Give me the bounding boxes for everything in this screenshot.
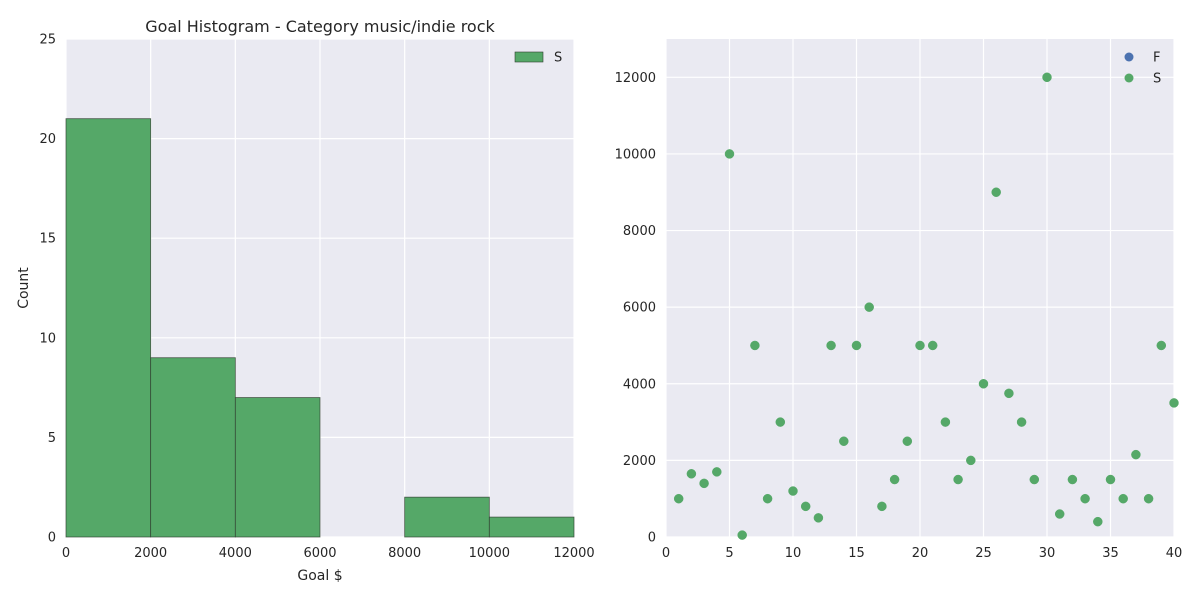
x-tick-label: 6000 <box>303 546 336 561</box>
y-tick-label: 0 <box>648 531 656 546</box>
scatter-point <box>864 302 874 312</box>
x-tick-label: 8000 <box>388 546 421 561</box>
histogram-bar <box>234 397 321 538</box>
x-tick-label: 40 <box>1166 546 1183 561</box>
scatter-points <box>673 72 1179 540</box>
scatter-point <box>1080 493 1090 504</box>
scatter-point <box>915 340 925 351</box>
scatter-point <box>953 474 963 485</box>
grid-lines <box>665 39 1175 538</box>
legend-label: F <box>1153 51 1160 66</box>
y-tick-label: 6000 <box>623 301 656 316</box>
goal-scatter-chart: 0 5 10 15 20 25 30 35 40 0 2000 4000 6000 8000 10000 1… <box>615 39 1182 561</box>
scatter-point <box>686 469 697 479</box>
x-tick-label: 10000 <box>469 546 510 561</box>
legend: S <box>514 51 562 66</box>
scatter-point <box>813 513 824 523</box>
histogram-bar <box>404 496 490 538</box>
histogram-bar <box>488 516 575 538</box>
y-tick-label: 10 <box>39 331 56 346</box>
x-tick-labels: 0 2000 4000 6000 8000 10000 12000 <box>62 546 595 561</box>
y-tick-label: 4000 <box>623 377 656 392</box>
scatter-point <box>889 474 900 485</box>
legend-marker <box>1124 73 1134 83</box>
x-tick-label: 4000 <box>219 546 252 561</box>
legend-label: S <box>1153 72 1161 87</box>
scatter-point <box>940 417 951 427</box>
scatter-point <box>877 501 887 512</box>
x-tick-labels: 0 5 10 15 20 25 30 35 40 <box>662 546 1182 561</box>
scatter-point <box>750 340 760 351</box>
scatter-point <box>673 493 684 504</box>
x-tick-label: 0 <box>662 546 670 561</box>
x-tick-label: 12000 <box>553 546 594 561</box>
scatter-point <box>1029 474 1040 485</box>
scatter-point <box>1118 493 1128 504</box>
scatter-point <box>1131 449 1141 460</box>
y-tick-label: 15 <box>39 232 56 247</box>
legend-label: S <box>554 51 562 66</box>
x-tick-label: 10 <box>785 546 802 561</box>
x-tick-label: 2000 <box>134 546 167 561</box>
histogram-bars <box>65 118 575 538</box>
y-tick-label: 0 <box>48 531 56 546</box>
scatter-point <box>724 149 735 159</box>
x-tick-label: 30 <box>1039 546 1056 561</box>
scatter-point <box>1156 340 1167 351</box>
scatter-point <box>1169 398 1179 408</box>
x-tick-label: 25 <box>975 546 992 561</box>
histogram-bar <box>150 357 236 538</box>
x-tick-label: 35 <box>1102 546 1119 561</box>
y-tick-label: 25 <box>39 33 56 48</box>
y-tick-label: 8000 <box>623 224 656 239</box>
scatter-point <box>1004 388 1014 399</box>
scatter-point <box>966 455 976 466</box>
chart-title: Goal Histogram - Category music/indie ro… <box>145 17 495 36</box>
scatter-point <box>1143 493 1154 504</box>
scatter-point <box>851 340 862 351</box>
y-tick-labels: 0 5 10 15 20 25 <box>39 33 56 546</box>
x-tick-label: 15 <box>848 546 865 561</box>
scatter-point <box>826 340 836 351</box>
scatter-point <box>927 340 938 351</box>
histogram-bar <box>65 118 152 538</box>
legend-swatch <box>514 51 544 63</box>
x-tick-label: 5 <box>725 546 733 561</box>
scatter-point <box>712 467 722 477</box>
scatter-point <box>800 501 811 512</box>
legend: FS <box>1124 51 1161 87</box>
goal-histogram-chart: 0 2000 4000 6000 8000 10000 12000 0 5 10 15 20 25 G… <box>16 17 595 584</box>
scatter-point <box>1067 474 1078 485</box>
y-tick-label: 5 <box>48 431 56 446</box>
scatter-point <box>737 530 747 540</box>
y-tick-label: 2000 <box>623 454 656 469</box>
scatter-point <box>839 436 849 446</box>
scatter-point <box>991 187 1001 197</box>
scatter-point <box>699 478 709 489</box>
scatter-point <box>1105 474 1116 485</box>
x-tick-label: 0 <box>62 546 70 561</box>
y-tick-label: 10000 <box>615 147 656 162</box>
legend-marker <box>1124 52 1134 62</box>
x-tick-label: 20 <box>912 546 929 561</box>
scatter-point <box>1054 509 1065 519</box>
scatter-point <box>762 493 773 504</box>
scatter-point <box>1042 72 1052 83</box>
scatter-point <box>1093 516 1103 527</box>
x-axis-label: Goal $ <box>297 568 342 584</box>
y-tick-label: 20 <box>39 132 56 147</box>
scatter-point <box>788 486 798 496</box>
scatter-point <box>902 436 913 446</box>
scatter-point <box>775 417 786 427</box>
y-tick-label: 12000 <box>615 71 656 86</box>
y-tick-labels: 0 2000 4000 6000 8000 10000 12000 <box>615 71 656 546</box>
scatter-point <box>978 379 989 389</box>
y-axis-label: Count <box>16 267 32 309</box>
scatter-point <box>1016 417 1027 427</box>
